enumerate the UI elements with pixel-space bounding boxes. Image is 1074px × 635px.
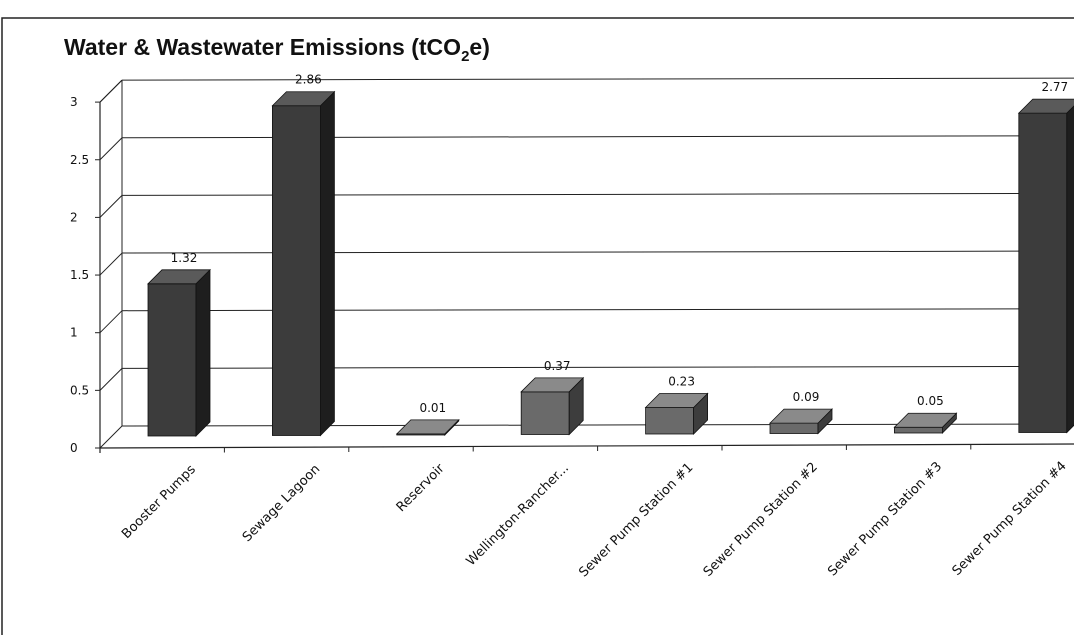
bar-front (769, 422, 819, 434)
bar-front (645, 407, 694, 435)
bar-top (147, 269, 211, 285)
bar-4 (520, 376, 585, 436)
bar-front (894, 426, 943, 434)
y-tick-label: 2.5 (70, 153, 89, 167)
bar-top (395, 419, 460, 435)
grid-depth-line (99, 79, 123, 103)
bars-layer (147, 90, 1074, 437)
bar-5 (644, 392, 709, 435)
bar-side (195, 268, 211, 437)
y-tick-label: 2 (70, 210, 78, 224)
grid-depth-line (99, 252, 123, 276)
grid-depth-line (99, 137, 123, 161)
bar-value-label: 0.23 (668, 374, 695, 388)
y-tick-label: 0 (70, 441, 78, 455)
bar-value-label: 2.86 (295, 73, 322, 87)
bar-front (520, 391, 570, 435)
grid-depth-line (99, 310, 123, 334)
bar-2 (271, 90, 336, 437)
bar-front (1018, 112, 1068, 433)
bar-value-label: 0.01 (419, 401, 446, 415)
y-tick-label: 3 (70, 95, 78, 109)
y-tick-label: 0.5 (70, 383, 89, 397)
bar-side (319, 90, 335, 437)
bar-side (1066, 105, 1074, 434)
bar-value-label: 0.37 (544, 359, 571, 373)
chart-title: Water & Wastewater Emissions (tCO2e) (64, 34, 490, 65)
bar-1 (147, 268, 211, 437)
grid-depth-line (99, 195, 123, 218)
bar-value-label: 0.05 (917, 394, 944, 408)
bar-top (893, 412, 958, 428)
bar-value-label: 2.77 (1041, 80, 1068, 94)
bar-front (271, 105, 321, 436)
bar-top (644, 393, 709, 408)
bar-top (520, 377, 585, 393)
bar-top (1017, 98, 1074, 114)
bar-8 (1017, 98, 1074, 434)
bar-top (271, 91, 336, 107)
y-tick-label: 1 (70, 326, 78, 340)
bar-7 (893, 412, 958, 434)
bar-6 (769, 408, 833, 435)
grid-depth-line (99, 425, 123, 449)
y-tick-label: 1.5 (70, 268, 89, 282)
bar-front (147, 283, 197, 437)
bar-top (769, 408, 833, 424)
x-axis (99, 443, 1074, 449)
bar-value-label: 0.09 (793, 390, 820, 404)
bar-value-label: 1.32 (171, 251, 198, 265)
gridline (121, 77, 1074, 81)
grid-depth-line (99, 367, 123, 391)
bar-3 (395, 418, 460, 436)
